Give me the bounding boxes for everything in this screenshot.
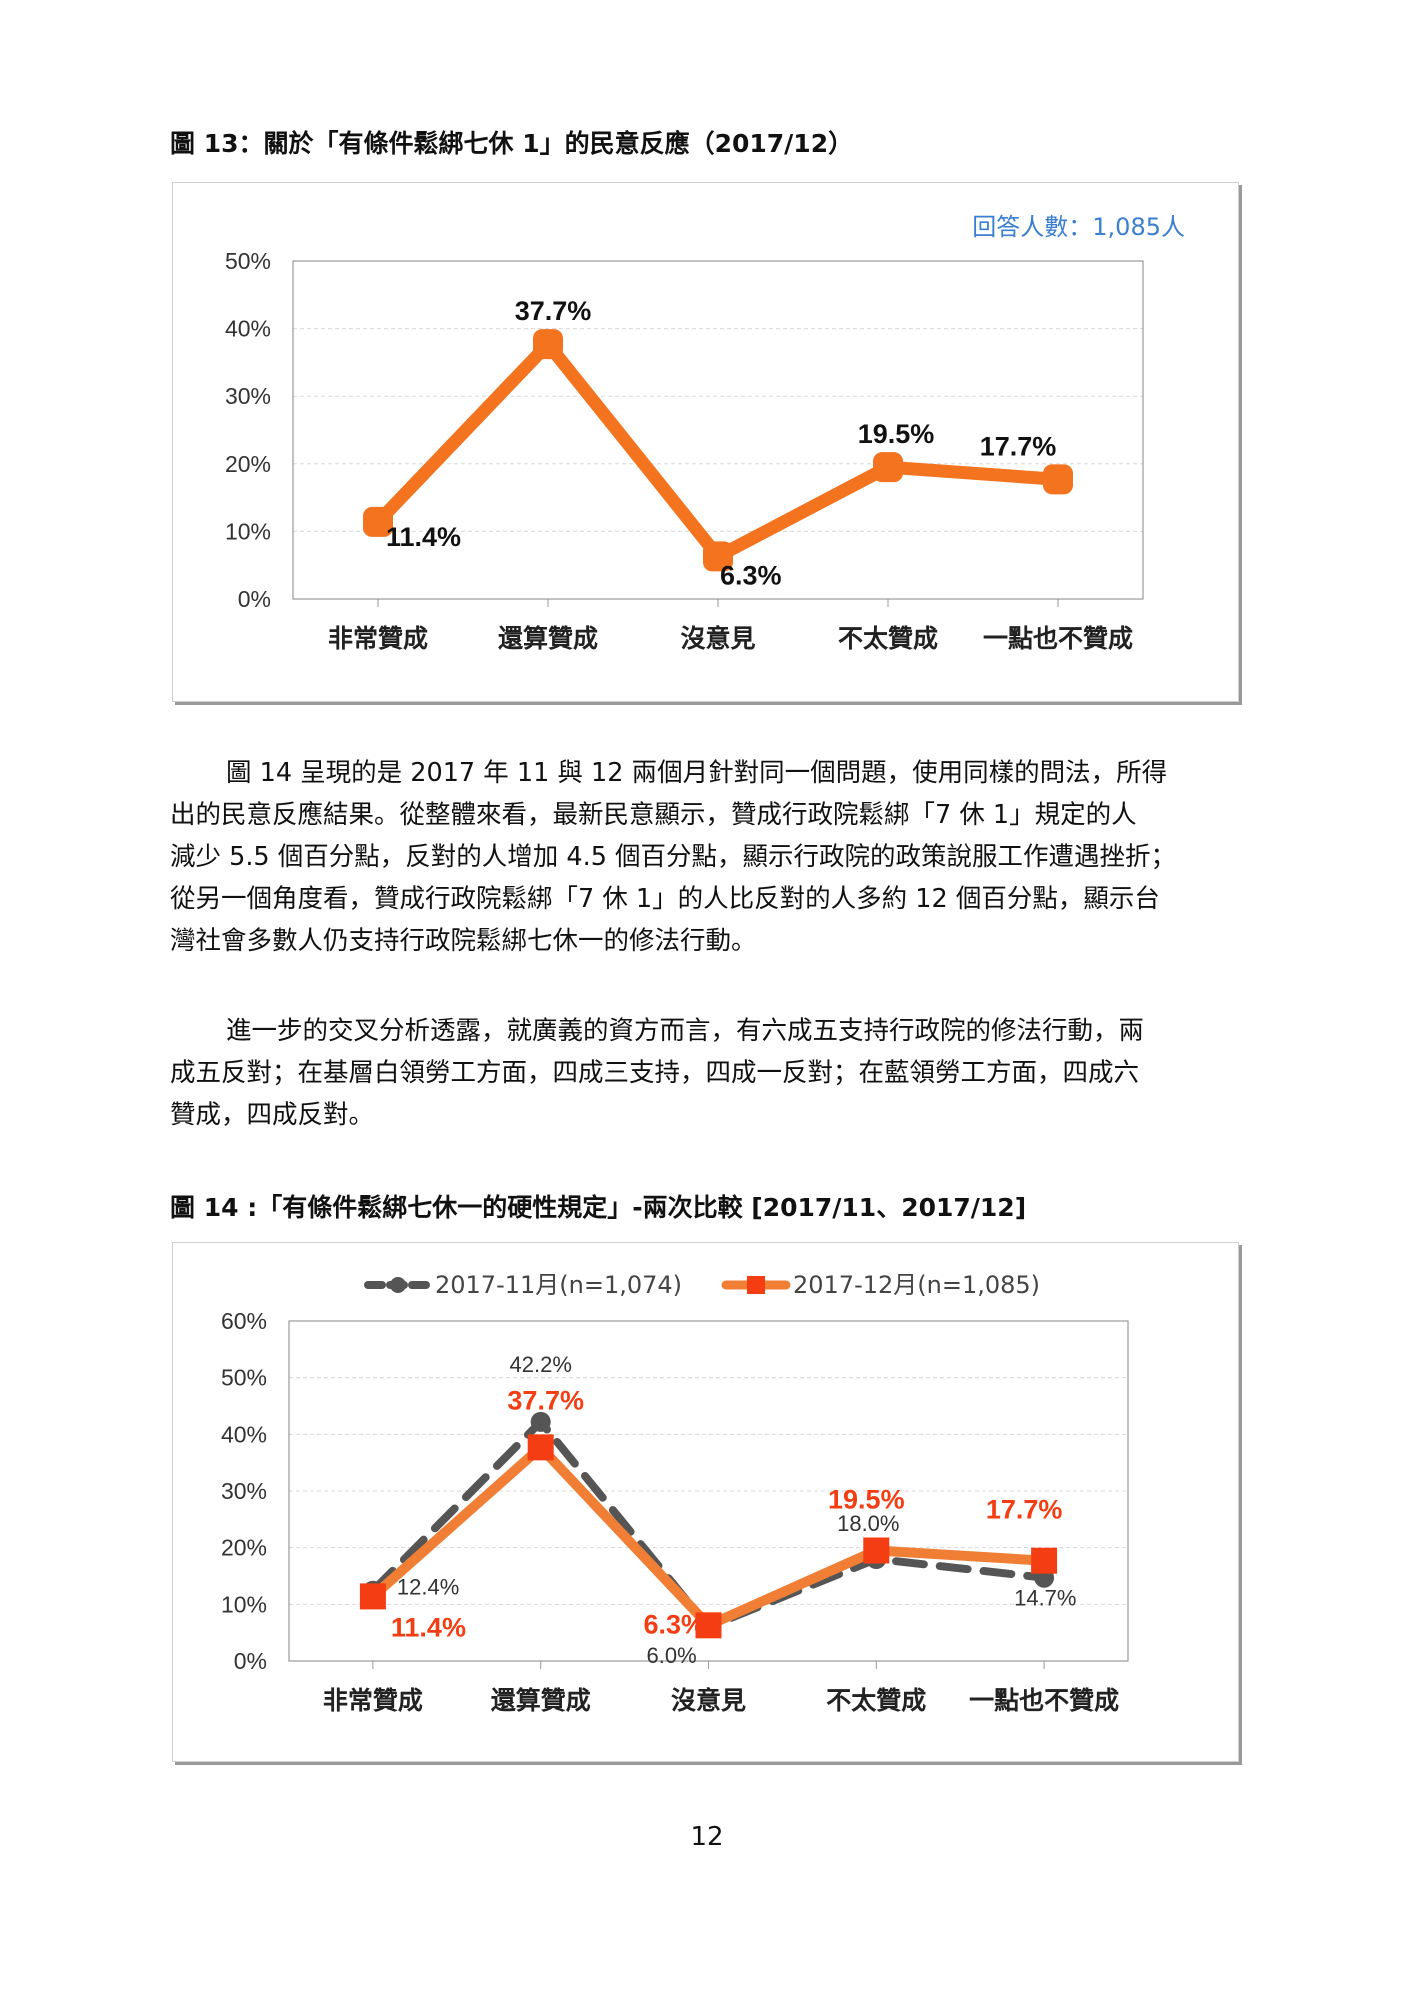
figure-14-svg: 0% 10% 20% 30% 40% 50% 60% 非常贊成 還算贊成 沒意見 不太贊成 一點也不贊… xyxy=(221,1271,1129,1715)
series-line xyxy=(368,1417,1049,1631)
data-label: 6.3% xyxy=(644,1609,706,1639)
x-category-label: 不太贊成 xyxy=(838,624,938,653)
y-tick-label: 10% xyxy=(225,518,271,544)
data-label: 42.2% xyxy=(510,1352,572,1377)
x-category-label: 非常贊成 xyxy=(328,624,428,653)
y-tick-label: 60% xyxy=(221,1308,267,1334)
data-label: 12.4% xyxy=(397,1575,459,1600)
y-tick-label: 10% xyxy=(221,1591,267,1617)
paragraph-2: 進一步的交叉分析透露，就廣義的資方而言，有六成五支持行政院的修法行動，兩 成五反… xyxy=(170,1010,1245,1136)
y-tick-label: 40% xyxy=(221,1421,267,1447)
data-point xyxy=(359,1583,386,1610)
data-label: 14.7% xyxy=(1014,1586,1076,1611)
data-point xyxy=(703,541,733,572)
data-point xyxy=(527,1434,554,1461)
paragraph-1-line: 灣社會多數人仍支持行政院鬆綁七休一的修法行動。 xyxy=(170,926,757,956)
data-point xyxy=(533,329,563,360)
data-label: 11.4% xyxy=(391,1612,466,1642)
data-label: 18.0% xyxy=(837,1511,899,1536)
data-label: 17.7% xyxy=(986,1495,1063,1525)
page-number: 12 xyxy=(690,1822,724,1852)
data-label: 11.4% xyxy=(386,522,461,552)
data-point xyxy=(1031,1547,1058,1574)
data-point xyxy=(695,1612,722,1639)
y-tick-label: 20% xyxy=(225,451,271,477)
figure-14-chart: 0% 10% 20% 30% 40% 50% 60% 非常贊成 還算贊成 沒意見 不太贊成 一點也不贊… xyxy=(172,1242,1239,1762)
data-label: 37.7% xyxy=(507,1385,584,1415)
paragraph-1-line: 出的民意反應結果。從整體來看，最新民意顯示，贊成行政院鬆綁「7 休 1」規定的人 xyxy=(170,800,1137,830)
x-category-label: 不太贊成 xyxy=(826,1686,926,1715)
paragraph-2-line: 成五反對；在基層白領勞工方面，四成三支持，四成一反對；在藍領勞工方面，四成六 xyxy=(170,1058,1140,1088)
data-point xyxy=(530,1411,551,1432)
x-category-label: 一點也不贊成 xyxy=(969,1686,1119,1715)
x-category-label: 還算贊成 xyxy=(491,1686,591,1715)
data-label: 19.5% xyxy=(858,419,935,449)
series-line xyxy=(371,337,1065,563)
respondent-count: 回答人數：1,085人 xyxy=(972,213,1185,241)
y-tick-label: 30% xyxy=(221,1478,267,1504)
legend-label: 2017-11月(n=1,074) xyxy=(435,1271,682,1299)
plot-area-border xyxy=(288,1320,1129,1662)
figure-13-chart: 0% 10% 20% 30% 40% 50% 非常贊成 還算贊成 沒意見 不太贊成 一點也不贊成 11… xyxy=(172,182,1239,702)
data-label: 6.0% xyxy=(647,1643,697,1668)
x-category-label: 沒意見 xyxy=(680,624,755,653)
legend-label: 2017-12月(n=1,085) xyxy=(793,1271,1040,1299)
data-point xyxy=(873,452,903,483)
data-label: 6.3% xyxy=(720,560,782,590)
y-tick-label: 0% xyxy=(234,1648,267,1674)
legend-marker-nov xyxy=(390,1277,406,1293)
y-tick-label: 50% xyxy=(221,1365,267,1391)
paragraph-1-line: 從另一個角度看，贊成行政院鬆綁「7 休 1」的人比反對的人多約 12 個百分點，… xyxy=(170,884,1160,914)
x-category-label: 還算贊成 xyxy=(498,624,598,653)
paragraph-1-line: 圖 14 呈現的是 2017 年 11 與 12 兩個月針對同一個問題，使用同樣… xyxy=(226,758,1168,788)
y-tick-label: 30% xyxy=(225,383,271,409)
paragraph-2-line: 贊成，四成反對。 xyxy=(170,1100,375,1130)
data-point xyxy=(863,1537,890,1564)
legend-marker-dec xyxy=(747,1276,765,1294)
y-tick-label: 20% xyxy=(221,1535,267,1561)
figure-13-svg: 0% 10% 20% 30% 40% 50% 非常贊成 還算贊成 沒意見 不太贊成 一點也不贊成 11… xyxy=(225,213,1185,653)
x-category-label: 一點也不贊成 xyxy=(983,624,1133,653)
data-point xyxy=(363,506,393,537)
x-category-label: 沒意見 xyxy=(671,1686,746,1715)
figure-14-title: 圖 14 :「有條件鬆綁七休一的硬性規定」-兩次比較 [2017/11、2017… xyxy=(170,1193,1027,1222)
data-point xyxy=(1043,464,1073,495)
y-tick-label: 40% xyxy=(225,316,271,342)
figure-13-title: 圖 13：關於「有條件鬆綁七休 1」的民意反應（2017/12） xyxy=(170,129,854,158)
data-label: 19.5% xyxy=(828,1485,905,1515)
paragraph-1: 圖 14 呈現的是 2017 年 11 與 12 兩個月針對同一個問題，使用同樣… xyxy=(170,752,1245,962)
y-tick-label: 50% xyxy=(225,248,271,274)
x-category-label: 非常贊成 xyxy=(323,1686,423,1715)
paragraph-1-line: 減少 5.5 個百分點，反對的人增加 4.5 個百分點，顯示行政院的政策說服工作… xyxy=(170,842,1177,872)
data-label: 17.7% xyxy=(980,431,1057,461)
y-tick-label: 0% xyxy=(238,586,271,612)
series-line xyxy=(367,1442,1050,1631)
data-label: 37.7% xyxy=(515,296,592,326)
paragraph-2-line: 進一步的交叉分析透露，就廣義的資方而言，有六成五支持行政院的修法行動，兩 xyxy=(226,1016,1145,1046)
